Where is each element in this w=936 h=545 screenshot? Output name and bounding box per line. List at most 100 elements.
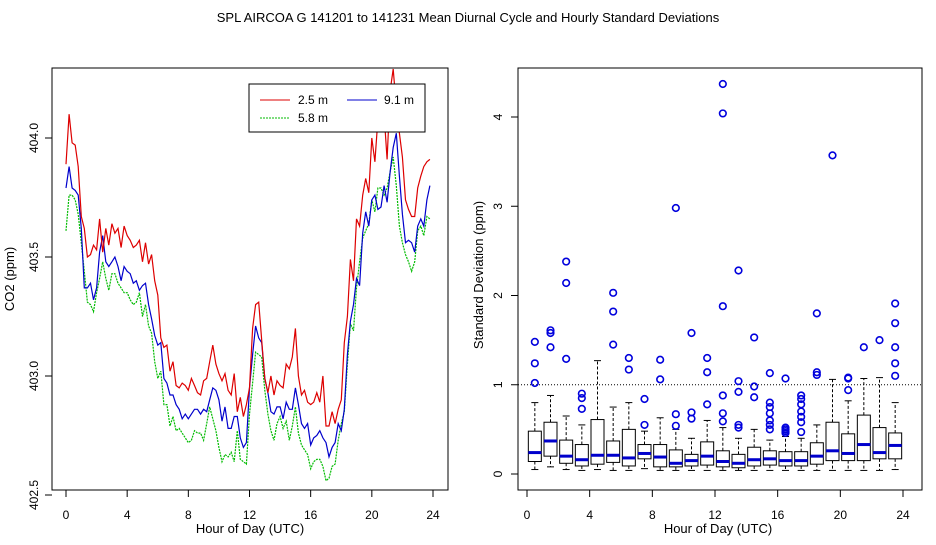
legend-label-2-5m: 2.5 m bbox=[298, 93, 328, 107]
box-outlier bbox=[530, 337, 539, 347]
box-outlier bbox=[734, 387, 743, 396]
box-iqr bbox=[700, 441, 715, 466]
box-outlier bbox=[656, 375, 665, 384]
stddev-x-axis-label: Hour of Day (UTC) bbox=[664, 521, 772, 536]
box-outlier bbox=[687, 408, 696, 417]
legend: 2.5 m 9.1 m 5.8 m bbox=[248, 83, 426, 133]
box-iqr bbox=[747, 446, 762, 467]
stddev-x-tick-label: 16 bbox=[771, 508, 785, 522]
box-outlier bbox=[765, 369, 774, 378]
boxplot-hour bbox=[606, 288, 621, 471]
box-outlier bbox=[797, 412, 806, 421]
stddev-x-tick-label: 24 bbox=[896, 508, 910, 522]
box-outlier bbox=[718, 109, 727, 118]
box-outlier bbox=[640, 420, 649, 430]
box-iqr bbox=[856, 414, 871, 462]
stddev-y-tick-label: 3 bbox=[491, 203, 505, 210]
box-outlier bbox=[703, 353, 712, 363]
stddev-y-axis: 0 1 2 3 4 bbox=[491, 113, 518, 477]
box-iqr bbox=[872, 427, 887, 460]
box-outlier bbox=[765, 402, 774, 412]
box-iqr bbox=[731, 453, 746, 469]
stddev-boxplots bbox=[518, 79, 922, 471]
box-outlier bbox=[750, 333, 759, 342]
box-outlier bbox=[734, 377, 743, 386]
box-iqr bbox=[527, 430, 542, 463]
box-outlier bbox=[797, 400, 806, 409]
boxplot-hour bbox=[574, 389, 589, 471]
boxplot-hour bbox=[715, 79, 730, 471]
box-outlier bbox=[765, 416, 774, 425]
co2-series-lines bbox=[65, 68, 431, 482]
stddev-y-tick-label: 1 bbox=[491, 381, 505, 388]
box-outlier bbox=[718, 391, 727, 400]
box-iqr bbox=[606, 440, 621, 463]
stddev-x-axis: 0 4 8 12 16 20 24 bbox=[524, 490, 910, 522]
co2-x-axis-label: Hour of Day (UTC) bbox=[196, 521, 304, 536]
box-iqr bbox=[543, 421, 558, 457]
box-iqr bbox=[637, 444, 652, 460]
box-outlier bbox=[750, 382, 759, 391]
box-iqr bbox=[574, 444, 589, 467]
box-outlier bbox=[891, 319, 900, 328]
box-outlier bbox=[530, 359, 539, 368]
box-outlier bbox=[875, 336, 884, 345]
boxplot-hour bbox=[700, 353, 715, 471]
boxplot-hour bbox=[684, 328, 699, 471]
stddev-x-tick-label: 20 bbox=[834, 508, 848, 522]
box-outlier bbox=[656, 355, 665, 364]
box-outlier bbox=[781, 423, 790, 432]
stddev-y-tick-label: 2 bbox=[491, 292, 505, 299]
stddev-x-tick-label: 4 bbox=[586, 508, 593, 522]
box-outlier bbox=[844, 373, 853, 382]
box-iqr bbox=[715, 450, 730, 468]
box-outlier bbox=[765, 420, 774, 430]
box-outlier bbox=[734, 266, 743, 275]
co2-x-axis: 0 4 8 12 16 20 24 bbox=[63, 490, 440, 522]
box-outlier bbox=[844, 386, 853, 395]
box-outlier bbox=[703, 368, 712, 377]
box-outlier bbox=[609, 340, 618, 349]
boxplot-hour bbox=[543, 326, 558, 468]
box-outlier bbox=[609, 307, 618, 316]
stddev-x-tick-label: 12 bbox=[708, 508, 722, 522]
box-outlier bbox=[546, 328, 555, 338]
boxplot-hour bbox=[653, 355, 668, 471]
co2-line-5-8-m bbox=[65, 156, 431, 482]
co2-x-tick-label: 20 bbox=[365, 508, 379, 522]
box-outlier bbox=[577, 404, 586, 413]
box-outlier bbox=[812, 368, 821, 377]
co2-y-axis: 402.5 403.0 403.5 404.0 bbox=[27, 123, 52, 510]
boxplot-hour bbox=[747, 333, 762, 471]
co2-line-2-5-m bbox=[65, 68, 431, 427]
boxplot-hour bbox=[856, 343, 871, 471]
box-outlier bbox=[577, 394, 586, 403]
box-outlier bbox=[781, 374, 790, 383]
box-outlier bbox=[797, 427, 806, 437]
stddev-y-tick-label: 4 bbox=[491, 113, 505, 120]
box-outlier bbox=[687, 328, 696, 338]
box-outlier bbox=[546, 343, 555, 352]
co2-panel: 0 4 8 12 16 20 24 402.5 403.0 403.5 404.0 Hour of… bbox=[2, 67, 449, 536]
boxplot-hour bbox=[778, 374, 793, 471]
box-outlier bbox=[718, 302, 727, 311]
boxplot-hour bbox=[825, 151, 840, 471]
co2-y-tick-label: 404.0 bbox=[27, 123, 41, 153]
box-outlier bbox=[640, 394, 649, 404]
box-iqr bbox=[825, 421, 840, 462]
box-outlier bbox=[562, 257, 571, 266]
box-iqr bbox=[778, 451, 793, 467]
co2-x-tick-label: 16 bbox=[304, 508, 318, 522]
box-outlier bbox=[624, 353, 633, 363]
stddev-plot-frame bbox=[517, 67, 923, 491]
box-outlier bbox=[671, 203, 680, 213]
boxplot-hour bbox=[888, 299, 903, 471]
figure-title: SPL AIRCOA G 141201 to 141231 Mean Diurn… bbox=[217, 10, 720, 25]
boxplot-hour bbox=[668, 203, 683, 471]
box-outlier bbox=[891, 359, 900, 368]
co2-x-tick-label: 0 bbox=[63, 508, 70, 522]
boxplot-hour bbox=[590, 360, 605, 471]
box-outlier bbox=[530, 378, 539, 388]
boxplot-hour bbox=[621, 353, 636, 471]
